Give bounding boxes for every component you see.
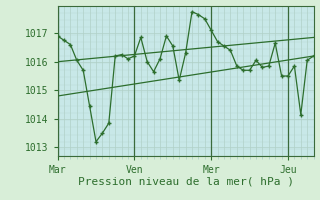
X-axis label: Pression niveau de la mer( hPa ): Pression niveau de la mer( hPa ) <box>77 176 294 186</box>
